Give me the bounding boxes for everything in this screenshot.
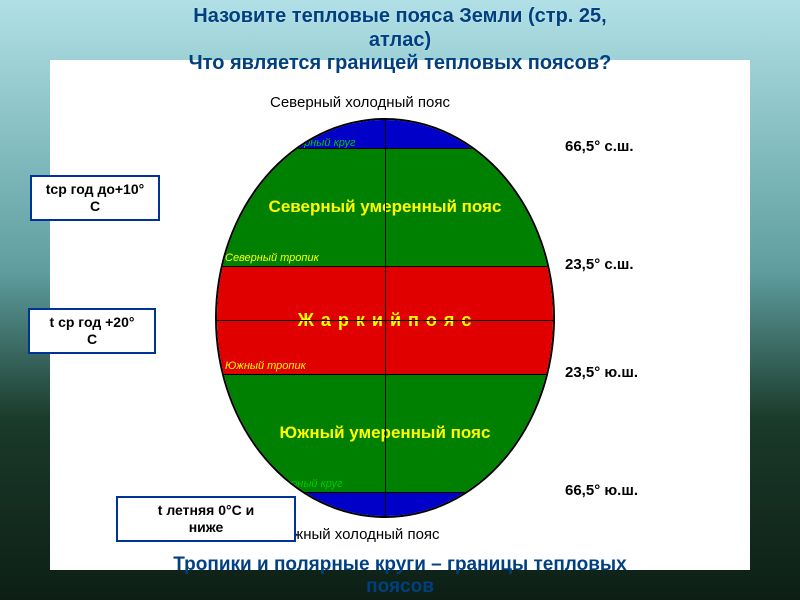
infobox-polar-temp: t летняя 0°С и ниже: [116, 496, 296, 542]
infobox3-line1: t летняя 0°С и: [124, 502, 288, 519]
lat-n-polar: 66,5° с.ш.: [565, 138, 634, 155]
line-n-polar: [217, 148, 553, 149]
globe: Северный полярный круг Северный умеренны…: [215, 118, 555, 518]
label-south-cold: Южный холодный пояс: [278, 526, 440, 543]
title-line2: атлас): [0, 28, 800, 52]
footer-line2: поясов: [0, 576, 800, 598]
label-south-tropic: Южный тропик: [225, 360, 306, 372]
footer-line1: Тропики и полярные круги – границы тепло…: [0, 554, 800, 576]
line-n-tropic: [217, 266, 553, 267]
page-subtitle: Что является границей тепловых поясов?: [0, 52, 800, 75]
line-s-tropic: [217, 374, 553, 375]
label-north-tropic: Северный тропик: [225, 252, 319, 264]
lat-n-tropic: 23,5° с.ш.: [565, 256, 634, 273]
infobox-hot-temp: t ср год +20° С: [28, 308, 156, 354]
globe-diagram: Северный холодный пояс Южный холодный по…: [170, 88, 650, 558]
lat-s-tropic: 23,5° ю.ш.: [565, 364, 638, 381]
infobox2-line1: t ср год +20°: [36, 314, 148, 331]
title-line1: Назовите тепловые пояса Земли (стр. 25,: [193, 5, 606, 27]
footer-text: Тропики и полярные круги – границы тепло…: [0, 554, 800, 598]
infobox-temperate-temp: tср год до+10° С: [30, 175, 160, 221]
page-title: Назовите тепловые пояса Земли (стр. 25, …: [0, 4, 800, 52]
line-equator: [217, 320, 553, 321]
label-south-polar-circle: Южный полярный круг: [225, 478, 342, 490]
meridian-line: [385, 120, 386, 516]
infobox1-line2: С: [38, 198, 152, 215]
infobox1-line1: tср год до+10°: [38, 181, 152, 198]
infobox3-line2: ниже: [124, 519, 288, 536]
label-north-cold: Северный холодный пояс: [270, 94, 450, 111]
lat-s-polar: 66,5° ю.ш.: [565, 482, 638, 499]
line-s-polar: [217, 492, 553, 493]
infobox2-line2: С: [36, 331, 148, 348]
